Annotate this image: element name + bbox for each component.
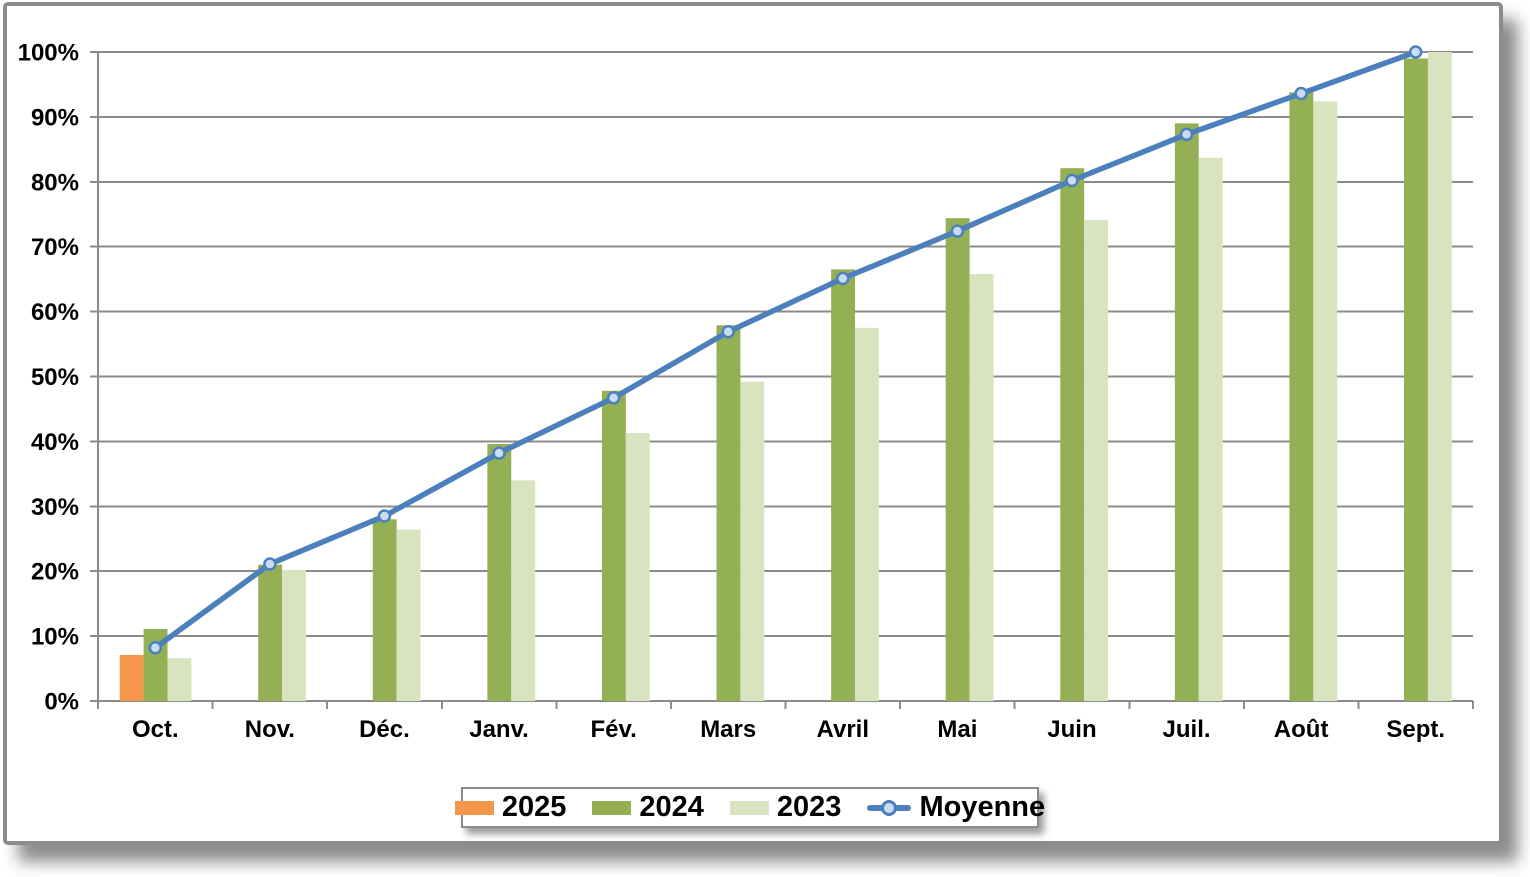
legend-item-2025: 2025: [454, 791, 567, 823]
line-marker-Moyenne-Mars: [721, 324, 735, 339]
chart-frame: 0% 10% 20% 30% 40% 50% 60% 70% 80% 90% 100% Oct. Nov…: [3, 2, 1503, 845]
line-marker-Moyenne-Juin: [1065, 173, 1079, 188]
bar-2024-Sept.: [1404, 58, 1428, 702]
legend: 2025 2024 2023 Moyenne: [454, 787, 1045, 828]
bar-2024-Avril: [831, 269, 855, 701]
bar-2023-Janv.: [511, 480, 536, 701]
x-tick-label: Oct.: [132, 716, 179, 743]
y-tick-label: 20%: [31, 559, 79, 586]
bar-2025-Oct.: [119, 654, 144, 701]
bar-2023-Déc.: [396, 529, 421, 701]
bar-2024-Juil.: [1174, 123, 1199, 701]
bar-2024-Mai: [945, 218, 970, 702]
bar-2023-Avril: [855, 327, 879, 701]
x-tick-label: Fév.: [591, 716, 637, 743]
bar-2023-Août: [1313, 101, 1338, 702]
line-marker-Moyenne-Nov.: [263, 557, 277, 571]
bar-2023-Mars: [740, 381, 765, 701]
line-marker-Moyenne-Mai: [950, 224, 965, 238]
bar-2023-Fév.: [625, 432, 650, 701]
line-marker-Moyenne-Oct.: [148, 641, 163, 655]
bar-2023-Juil.: [1198, 157, 1223, 702]
plot-area: 0% 10% 20% 30% 40% 50% 60% 70% 80% 90% 100% Oct. Nov…: [18, 40, 1474, 743]
bar-2024-Janv.: [487, 443, 512, 701]
legend-marker-icon: [881, 799, 898, 816]
x-tick-label: Janv.: [469, 716, 529, 743]
bar-2024-Nov.: [258, 564, 283, 701]
bar-2023-Nov.: [282, 569, 306, 701]
legend-item-2023: 2023: [729, 791, 842, 823]
legend-label-2025: 2025: [501, 791, 567, 823]
line-marker-Moyenne-Avril: [836, 271, 850, 286]
line-marker-Moyenne-Déc.: [377, 509, 392, 523]
x-tick-label: Mai: [937, 716, 977, 743]
legend-line-swatch-Moyenne: [867, 799, 912, 816]
bar-2023-Oct.: [167, 658, 192, 701]
bar-2023-Mai: [969, 273, 994, 701]
x-tick-label: Mars: [700, 716, 756, 743]
y-tick-label: 90%: [31, 104, 79, 131]
x-tick-label: Avril: [817, 716, 869, 743]
x-tick-label: Juin: [1047, 716, 1096, 743]
bar-2024-Mars: [716, 325, 741, 701]
y-tick-label: 40%: [31, 429, 79, 456]
x-tick-label: Août: [1274, 716, 1329, 743]
y-tick-label: 100%: [18, 40, 79, 67]
y-tick-label: 50%: [31, 364, 79, 391]
bar-2023-Juin: [1084, 220, 1109, 701]
y-tick-label: 70%: [31, 234, 79, 261]
y-tick-label: 0%: [44, 689, 79, 716]
legend-swatch-2024: [592, 800, 632, 815]
legend-swatch-2023: [729, 800, 769, 815]
y-tick-label: 80%: [31, 169, 79, 196]
x-tick-label: Nov.: [245, 716, 295, 743]
line-marker-Moyenne-Sept.: [1408, 45, 1423, 59]
x-tick-label: Sept.: [1386, 716, 1445, 743]
x-tick-label: Déc.: [359, 716, 410, 743]
legend-item-Moyenne: Moyenne: [867, 793, 1045, 822]
bar-2024-Fév.: [601, 390, 626, 701]
legend-label-Moyenne: Moyenne: [919, 791, 1046, 823]
line-marker-Moyenne-Janv.: [492, 446, 506, 460]
bar-2024-Juin: [1060, 168, 1085, 701]
bar-2024-Déc.: [372, 519, 397, 701]
legend-label-2024: 2024: [639, 791, 704, 823]
legend-label-2023: 2023: [776, 791, 842, 823]
legend-item-2024: 2024: [592, 793, 704, 822]
y-tick-label: 10%: [31, 624, 79, 651]
bar-2023-Sept.: [1427, 52, 1452, 701]
y-tick-label: 60%: [31, 299, 79, 326]
line-marker-Moyenne-Fév.: [606, 391, 621, 405]
y-tick-label: 30%: [31, 494, 79, 521]
bar-2024-Août: [1289, 92, 1314, 702]
line-Moyenne: [152, 49, 1419, 651]
legend-swatch-2025: [454, 800, 494, 815]
line-marker-Moyenne-Août: [1294, 86, 1308, 101]
line-marker-Moyenne-Juil.: [1179, 127, 1194, 142]
x-tick-label: Juil.: [1163, 716, 1211, 743]
